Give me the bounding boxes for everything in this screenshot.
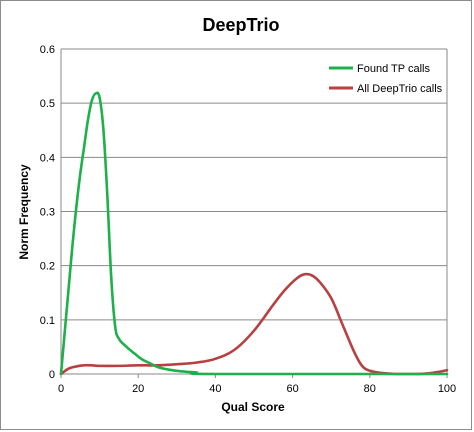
legend: Found TP calls All DeepTrio calls — [329, 63, 443, 95]
series-line-found-tp-calls — [59, 91, 449, 376]
x-tick-label-1: 20 — [132, 383, 144, 395]
x-tick-label-2: 40 — [209, 383, 221, 395]
y-tick-label-1: 0.1 — [40, 315, 55, 327]
chart-title: DeepTrio — [202, 15, 279, 35]
y-tick-label-5: 0.5 — [40, 98, 55, 110]
grid-lines — [61, 48, 447, 375]
x-tick-labels: 0 20 40 60 80 100 — [58, 383, 456, 395]
legend-label-all-calls: All DeepTrio calls — [357, 83, 443, 95]
series-lines — [59, 91, 449, 376]
y-tick-label-4: 0.4 — [40, 152, 55, 164]
x-tick-label-0: 0 — [58, 383, 64, 395]
y-tick-label-2: 0.2 — [40, 261, 55, 273]
y-tick-label-3: 0.3 — [40, 207, 55, 219]
y-tick-labels: 0 0.1 0.2 0.3 0.4 0.5 0.6 — [40, 44, 55, 381]
series-line-all-deeptrio-calls — [59, 272, 449, 376]
x-tick-label-4: 80 — [364, 383, 376, 395]
y-tick-label-0: 0 — [49, 369, 55, 381]
y-axis-title: Norm Frequency — [17, 164, 31, 260]
legend-label-found-tp: Found TP calls — [357, 63, 430, 75]
x-tick-label-3: 60 — [286, 383, 298, 395]
y-tick-label-6: 0.6 — [40, 44, 55, 56]
x-tick-label-5: 100 — [438, 383, 456, 395]
x-axis-title: Qual Score — [221, 400, 285, 414]
